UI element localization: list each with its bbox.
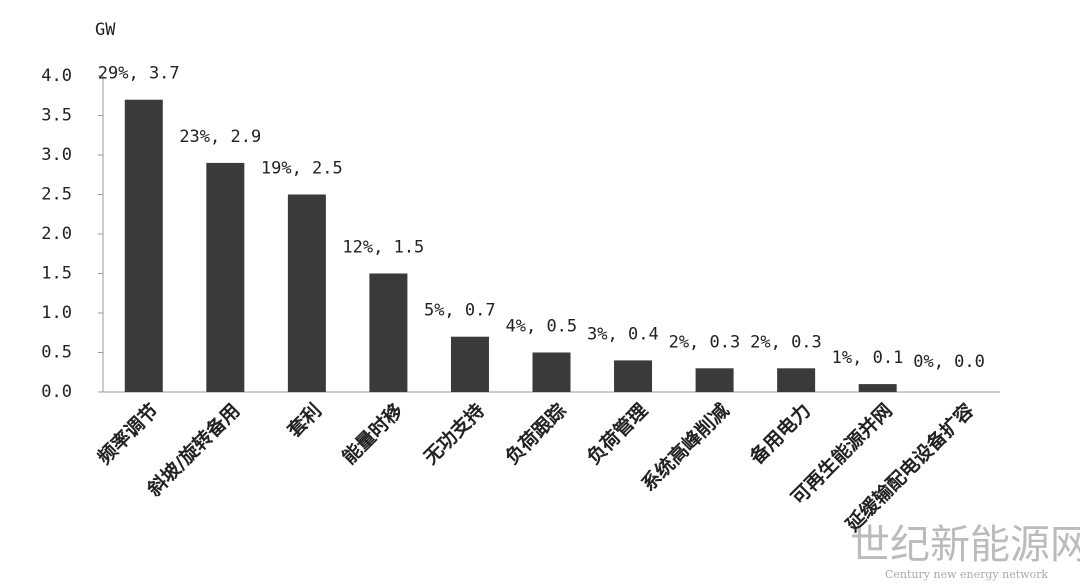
bar (287, 194, 326, 392)
y-tick-label: 1.5 (41, 264, 72, 284)
x-tick-label: 负荷跟踪 (501, 399, 571, 469)
x-tick-label: 能量时移 (337, 399, 407, 469)
bar (369, 273, 408, 392)
y-tick-label: 2.5 (41, 185, 72, 205)
data-label: 12%, 1.5 (342, 238, 424, 258)
data-label: 2%, 0.3 (750, 332, 822, 352)
data-label: 1%, 0.1 (832, 348, 904, 368)
watermark-title: 世纪新能源网 (850, 522, 1080, 568)
data-label: 23%, 2.9 (179, 127, 261, 147)
y-tick-label: 4.0 (41, 66, 72, 86)
bar (695, 368, 734, 392)
x-tick-label: 无功支持 (419, 399, 489, 469)
data-label: 29%, 3.7 (98, 64, 180, 84)
bar (777, 368, 816, 392)
data-label: 2%, 0.3 (669, 332, 741, 352)
data-label: 4%, 0.5 (506, 317, 578, 337)
y-tick-label: 3.5 (41, 106, 72, 126)
bar (614, 360, 653, 392)
y-axis-label: GW (95, 20, 116, 40)
y-tick-label: 0.5 (41, 343, 72, 363)
data-label: 19%, 2.5 (261, 159, 343, 179)
bar (450, 336, 489, 392)
x-tick-label: 频率调节 (93, 399, 163, 469)
x-tick-label: 套利 (282, 399, 326, 443)
x-tick-label: 负荷管理 (582, 399, 652, 469)
y-tick-label: 1.0 (41, 303, 72, 323)
bar (858, 384, 897, 392)
data-label: 5%, 0.7 (424, 301, 496, 321)
data-label: 3%, 0.4 (587, 324, 659, 344)
bar (532, 352, 571, 392)
y-tick-label: 0.0 (41, 382, 72, 402)
bar (206, 162, 245, 392)
x-tick-label: 备用电力 (744, 399, 815, 470)
y-tick-label: 3.0 (41, 145, 72, 165)
x-tick-label: 系统高峰削减 (637, 399, 734, 496)
watermark-subtitle: Century new energy network (885, 568, 1048, 581)
bar (124, 99, 163, 392)
y-tick-label: 2.0 (41, 224, 72, 244)
data-label: 0%, 0.0 (913, 352, 985, 372)
